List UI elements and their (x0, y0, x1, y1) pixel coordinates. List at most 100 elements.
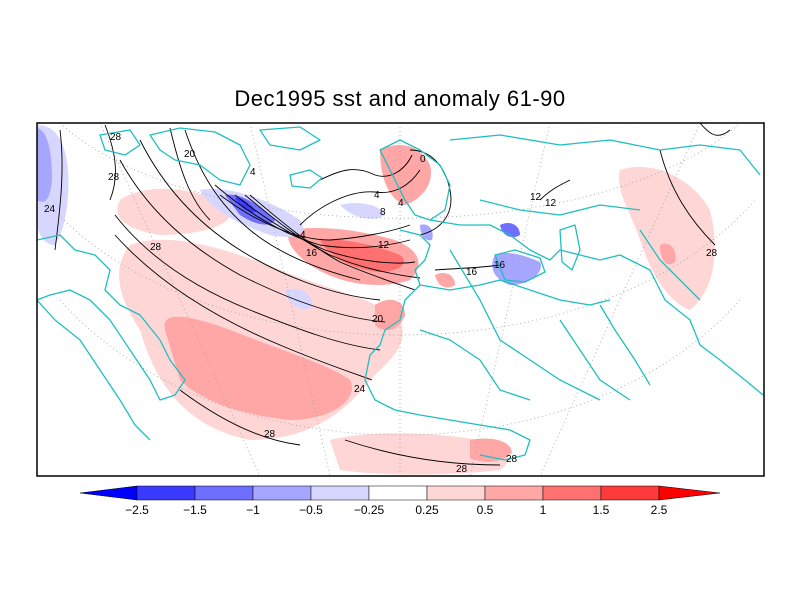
colorbar-segment (310, 485, 370, 501)
contour-label: 4 (374, 190, 380, 201)
anomaly-region-cool (235, 197, 256, 213)
page-title: Dec1995 sst and anomaly 61-90 (234, 86, 566, 111)
coastline-north-america (37, 234, 186, 401)
colorbar-tick-label: 1 (540, 503, 547, 517)
colorbar-segment (136, 485, 196, 501)
contour-line (249, 194, 416, 291)
contour-line (179, 389, 301, 446)
contour-line (169, 127, 211, 221)
anomaly-region-warm (380, 145, 431, 205)
coastline-asia (619, 254, 764, 396)
anomaly-region-warm (330, 433, 509, 475)
contour-label: 8 (380, 207, 386, 218)
graticule-parallel (59, 123, 741, 219)
anomaly-region-cool (37, 128, 52, 202)
contour-line (699, 123, 731, 136)
contour-label: 24 (354, 384, 366, 395)
colorbar-ticks: −2.5 −1.5 −1 −0.5 −0.25 0.25 0.5 1 1.5 2.5 (125, 503, 668, 517)
coastline-europe (429, 219, 621, 261)
coastline-arctic-islands (259, 126, 321, 151)
contour-line (244, 194, 421, 279)
contour-label: 12 (545, 198, 557, 209)
anomaly-region-cool (340, 203, 385, 219)
anomaly-region-cool (500, 223, 520, 238)
contour-line (114, 234, 373, 381)
anomaly-region-warm (470, 438, 512, 462)
colorbar-segment (600, 485, 660, 501)
colorbar-tick-label: −2.5 (125, 503, 149, 517)
sst-contours (54, 123, 731, 466)
colorbar-tick-label: −0.25 (354, 503, 385, 517)
colorbar-arrow-right (658, 485, 721, 501)
graticule-parallel (44, 199, 756, 336)
coastline-caspian (559, 224, 581, 271)
anomaly-region-warm (660, 243, 676, 265)
coastline-greenland (149, 127, 251, 186)
map-frame (36, 122, 765, 477)
contour-line (659, 149, 716, 246)
graticule-meridian (539, 123, 701, 476)
graticule (44, 123, 756, 476)
contour-line (114, 214, 381, 351)
contour-label: 12 (378, 240, 390, 251)
colorbar-segment (426, 485, 486, 501)
contour-label: 28 (108, 172, 120, 183)
colorbar-tick-label: 2.5 (651, 503, 668, 517)
colorbar-segments (79, 485, 721, 501)
colorbar-tick-label: −1.5 (183, 503, 207, 517)
coastline-mediterranean (419, 279, 611, 306)
colorbar-arrow-left (79, 485, 138, 501)
border-line (639, 229, 701, 301)
coastline-africa (364, 354, 531, 461)
colorbar-segment (368, 485, 428, 501)
anomaly-region-warm (375, 299, 405, 331)
graticule-meridian (469, 123, 551, 476)
contour-label: 4 (300, 230, 306, 241)
border-line (449, 249, 601, 401)
contour-line (319, 154, 413, 181)
contour-label: 4 (398, 198, 404, 209)
contour-line (119, 159, 386, 323)
contour-label: 28 (264, 429, 276, 440)
contour-label: 16 (466, 267, 478, 278)
anomaly-shading (37, 125, 715, 475)
border-line (559, 319, 631, 401)
contour-label: 28 (456, 464, 468, 475)
contour-label: 20 (372, 314, 384, 325)
contour-label: 28 (110, 132, 122, 143)
contour-line (184, 129, 361, 281)
colorbar-segment (484, 485, 544, 501)
contour-label: 28 (150, 242, 162, 253)
contour-line (299, 169, 421, 226)
colorbar: −2.5 −1.5 −1 −0.5 −0.25 0.25 0.5 1 1.5 2.5 (79, 485, 721, 517)
contour-label: 20 (184, 149, 196, 160)
anomaly-region-warm (117, 188, 232, 235)
contour-label: 28 (706, 248, 718, 259)
colorbar-segment (542, 485, 602, 501)
coastline-black-sea (494, 249, 546, 283)
contour-line (344, 439, 501, 466)
colorbar-tick-label: −1 (246, 503, 260, 517)
graticule-meridian (249, 123, 331, 476)
coastline-asia (449, 134, 761, 176)
colorbar-tick-label: 1.5 (593, 503, 610, 517)
contour-line (54, 129, 63, 251)
contour-label: 24 (44, 204, 56, 215)
colorbar-segment (252, 485, 312, 501)
contour-line (214, 184, 411, 249)
anomaly-region-cool (420, 224, 433, 241)
contour-label: 0 (420, 154, 426, 165)
contour-label: 12 (530, 192, 542, 203)
anomaly-region-warm (619, 166, 715, 310)
contour-line (104, 124, 116, 201)
anomaly-region-warm (164, 316, 352, 420)
anomaly-region-warm (435, 273, 455, 288)
border-line (479, 199, 641, 216)
colorbar-tick-label: −0.5 (299, 503, 323, 517)
contour-label: 16 (494, 260, 506, 271)
contour-line (434, 264, 501, 271)
colorbar-segment (194, 485, 254, 501)
coastlines (37, 126, 764, 461)
contour-line (234, 194, 416, 264)
